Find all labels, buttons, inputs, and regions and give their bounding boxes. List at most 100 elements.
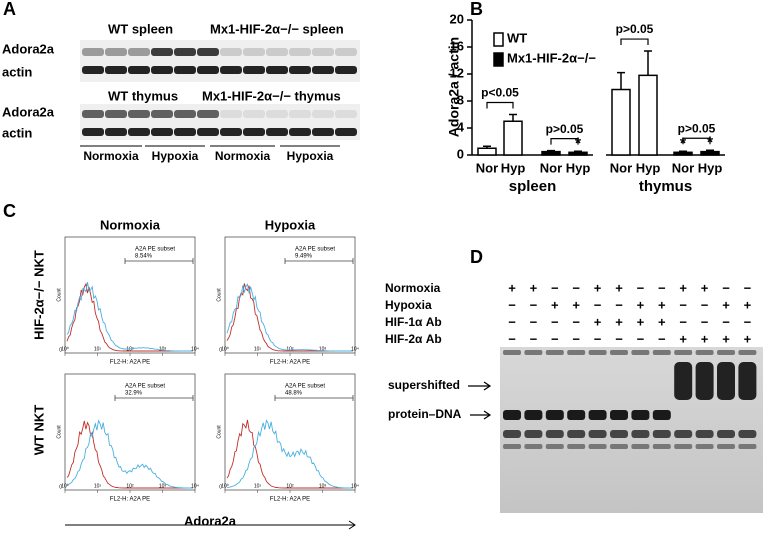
gel-band [674, 362, 693, 400]
gel-band [738, 362, 757, 400]
gel-band [588, 430, 607, 438]
group-title: WT spleen [108, 21, 173, 36]
x-tick-label: 10¹ [254, 483, 262, 489]
gel-band [738, 350, 757, 355]
bar [503, 120, 523, 156]
x-tick-label: Hyp [501, 160, 526, 175]
blot-band [105, 110, 127, 118]
group-title: Mx1-HIF-2α−/− thymus [202, 88, 341, 103]
blot-band [289, 66, 311, 74]
gel-band [567, 350, 586, 355]
y-tick-label: 0 [457, 146, 464, 161]
lane-sign: − [637, 280, 645, 295]
lane-sign: − [679, 314, 687, 329]
y-tick-label: 4 [457, 119, 465, 134]
lane-sign: + [508, 280, 516, 295]
gel-band [674, 430, 693, 438]
x-tick-label: 10⁰ [61, 483, 69, 489]
error-bar [483, 145, 491, 149]
y-tick-label: 0 [59, 484, 62, 490]
x-tick-label: 10⁴ [351, 483, 359, 489]
x-tick-label: 10³ [159, 483, 167, 489]
blot-band [128, 66, 150, 74]
blot-band [220, 110, 242, 118]
row-header: WT NKT [31, 405, 46, 456]
blot-band [312, 128, 334, 136]
lane-sign: − [530, 297, 538, 312]
gel-band [610, 430, 628, 438]
gel-band [631, 444, 650, 449]
x-tick-label: Hyp [566, 160, 591, 175]
error-bar [679, 150, 687, 153]
gate-label: A2A PE subset [295, 247, 335, 253]
error-bar [706, 149, 714, 152]
lane-sign: − [594, 331, 602, 346]
blot-band [335, 110, 357, 118]
blot-band [151, 110, 173, 118]
y-tick-label: 8 [457, 92, 464, 107]
lane-sign: − [637, 331, 645, 346]
blot-band [82, 128, 104, 136]
gel-band [674, 350, 693, 355]
blot-band [197, 110, 219, 118]
x-tick-label: 10³ [319, 346, 327, 352]
x-tick-label: 10⁰ [221, 483, 229, 489]
lane-sign: + [744, 331, 752, 346]
gel-band [524, 350, 543, 355]
band-arrow [468, 381, 492, 391]
lane-sign: − [722, 314, 730, 329]
gel-band [695, 444, 714, 449]
gel-band [717, 444, 735, 449]
gel-band [674, 444, 693, 449]
panel-letter: D [470, 247, 483, 267]
blot-band [289, 128, 311, 136]
legend-swatch [493, 32, 504, 47]
lane-sign: + [658, 314, 666, 329]
blot-band [289, 110, 311, 118]
blot-band [335, 128, 357, 136]
lane-sign: + [594, 314, 602, 329]
gel-band [695, 362, 714, 400]
blot-band [151, 66, 173, 74]
x-tick-label: 10² [126, 346, 134, 352]
gate [124, 258, 194, 264]
gel-band [652, 444, 671, 449]
error-bar [644, 50, 652, 76]
gate-label: A2A PE subset [285, 384, 325, 390]
x-tick-label: Hyp [698, 160, 723, 175]
blot-band [289, 48, 311, 56]
gate [284, 258, 354, 264]
lane-sign: − [508, 331, 516, 346]
gel-band [567, 444, 586, 449]
group-label: spleen [509, 178, 557, 195]
panel-letter: B [470, 0, 483, 19]
blot-band [128, 128, 150, 136]
blot-band [128, 48, 150, 56]
blot-band [82, 48, 104, 56]
gel-band [588, 350, 607, 355]
gate-percentage: 48.8% [285, 391, 303, 397]
lane-sign: − [530, 331, 538, 346]
x-tick-label: 10³ [319, 483, 327, 489]
lane-sign: − [508, 314, 516, 329]
group-title: WT thymus [108, 88, 178, 103]
blot-band [197, 128, 219, 136]
gel-band [503, 430, 521, 438]
x-axis-label: FL2-H: A2A PE [110, 360, 150, 366]
lane-sign: − [722, 280, 730, 295]
x-tick-label: 10⁴ [351, 346, 359, 352]
lane-sign: − [658, 280, 666, 295]
y-tick-label: 0 [219, 347, 222, 353]
p-value: p>0.05 [546, 122, 584, 136]
gel-band [567, 410, 586, 420]
gel-band [695, 350, 714, 355]
lane-sign: − [551, 331, 559, 346]
gel-band [588, 444, 607, 449]
x-tick-label: Nor [672, 160, 694, 175]
x-tick-label: 10⁰ [61, 346, 69, 352]
blot-band [82, 110, 104, 118]
lane-sign: − [744, 280, 752, 295]
band-label: supershifted [388, 378, 460, 392]
y-axis-label: Count [56, 425, 62, 439]
